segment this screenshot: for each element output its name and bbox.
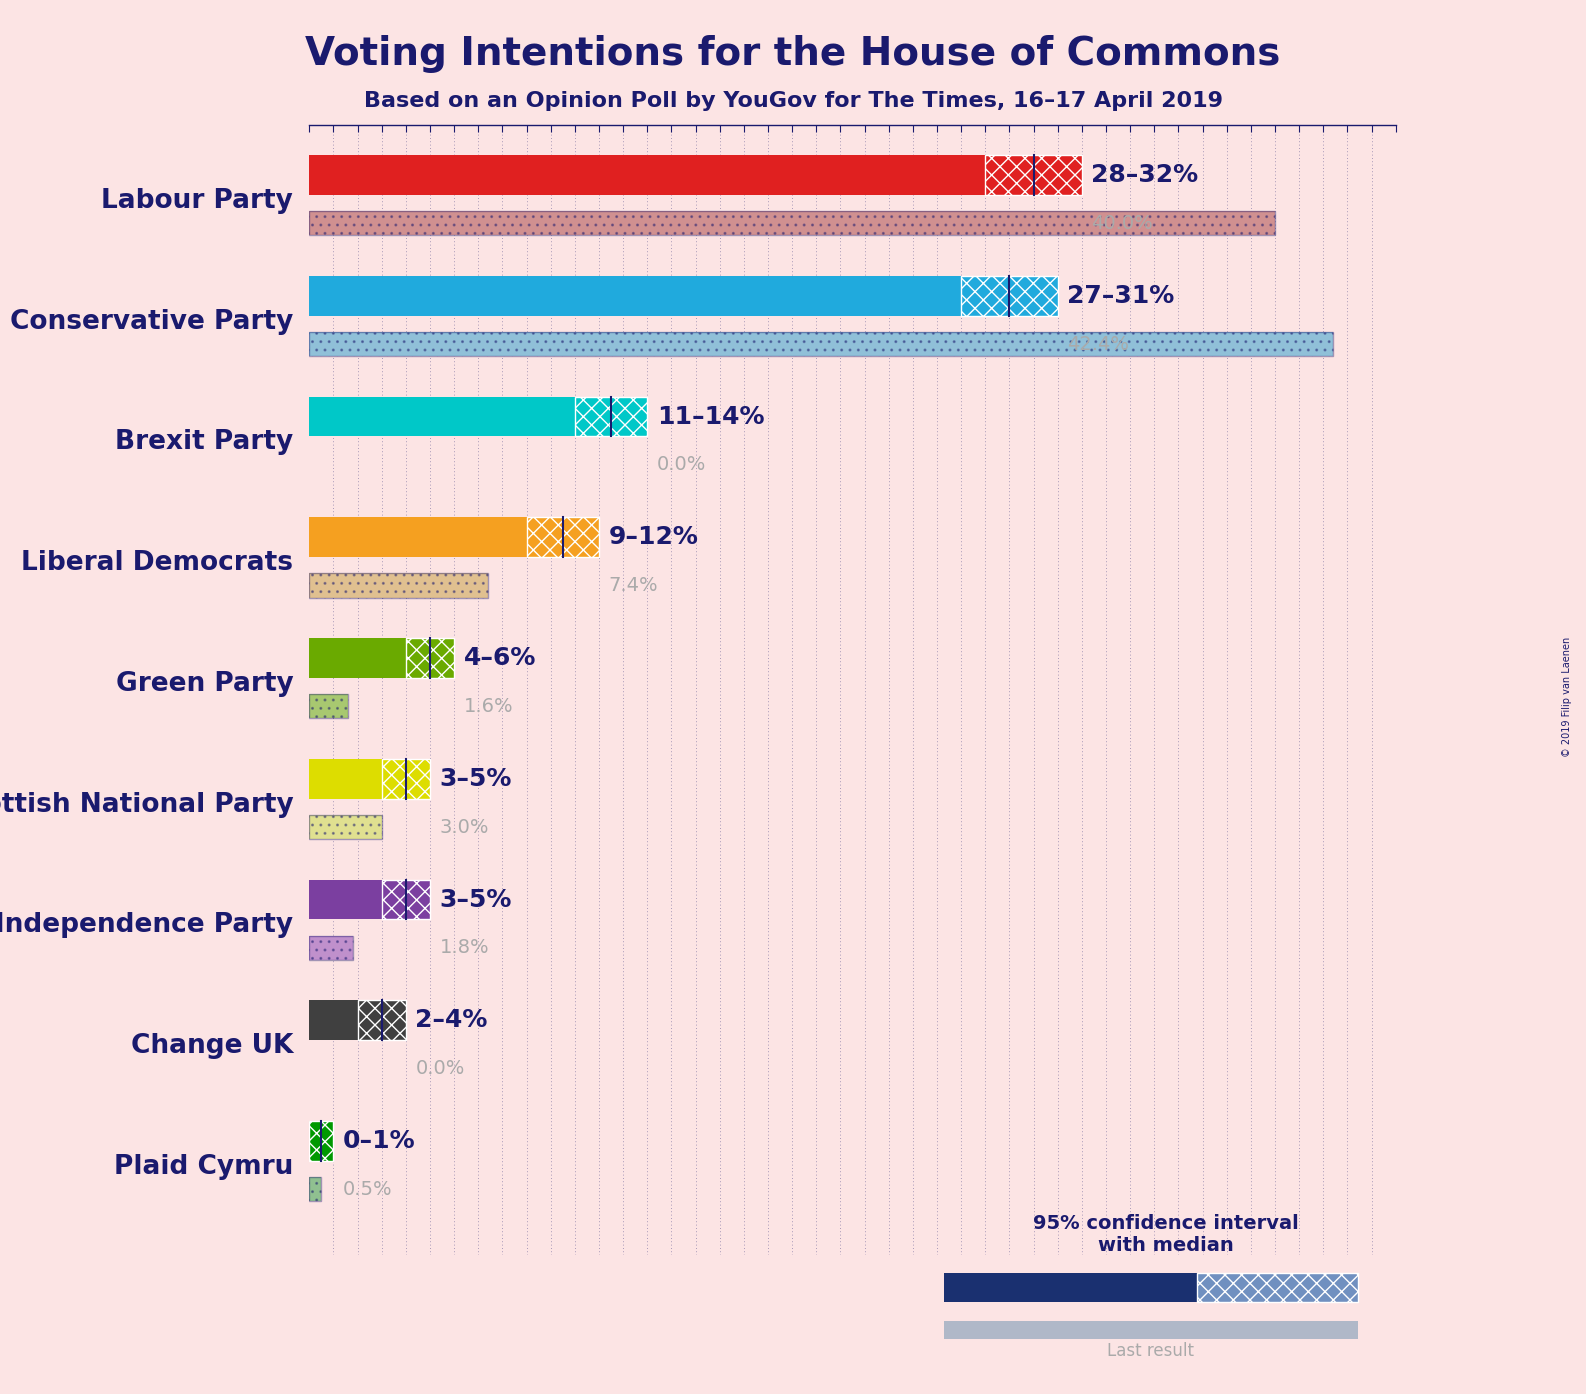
Bar [1197, 1273, 1358, 1302]
Text: 9–12%: 9–12% [609, 526, 698, 549]
Text: 4–6%: 4–6% [463, 645, 536, 671]
Bar [309, 815, 382, 839]
Bar [357, 1001, 406, 1040]
Bar [309, 935, 352, 960]
Text: © 2019 Filip van Laenen: © 2019 Filip van Laenen [1562, 637, 1572, 757]
Bar [961, 276, 1058, 315]
Bar [309, 155, 985, 195]
Text: 1.8%: 1.8% [439, 938, 488, 958]
Text: Last result: Last result [1107, 1342, 1194, 1361]
Text: 40.0%: 40.0% [1091, 213, 1153, 233]
Text: 95% confidence interval
with median: 95% confidence interval with median [1032, 1214, 1299, 1255]
Bar [382, 880, 430, 920]
Bar [309, 573, 488, 598]
Bar [309, 1178, 322, 1202]
Bar [309, 332, 1332, 355]
Bar [309, 815, 382, 839]
Bar [406, 638, 454, 677]
Bar [574, 396, 647, 436]
Text: 27–31%: 27–31% [1067, 284, 1175, 308]
Bar [406, 638, 454, 677]
Bar [309, 212, 1275, 236]
Bar [382, 880, 430, 920]
Text: 1.6%: 1.6% [463, 697, 514, 717]
Bar [309, 694, 347, 718]
Bar [527, 517, 600, 558]
Bar [527, 517, 600, 558]
Bar [309, 758, 382, 799]
Bar [382, 758, 430, 799]
Bar [309, 1121, 333, 1161]
Bar [1197, 1273, 1358, 1302]
Bar [574, 396, 647, 436]
Bar [985, 155, 1082, 195]
Bar [309, 276, 961, 315]
Bar [961, 276, 1058, 315]
Bar [309, 573, 488, 598]
Bar [309, 880, 382, 920]
Bar [309, 396, 574, 436]
Text: Voting Intentions for the House of Commons: Voting Intentions for the House of Commo… [306, 35, 1280, 72]
Bar [309, 638, 406, 677]
Text: 3–5%: 3–5% [439, 767, 512, 790]
Text: 42.4%: 42.4% [1067, 335, 1129, 354]
Text: 0.0%: 0.0% [416, 1059, 465, 1078]
Bar [382, 758, 430, 799]
Bar [944, 1273, 1197, 1302]
Bar [309, 694, 347, 718]
Bar [357, 1001, 406, 1040]
Bar [985, 155, 1082, 195]
Bar [944, 1322, 1358, 1338]
Bar [309, 1178, 322, 1202]
Text: 0.5%: 0.5% [343, 1179, 393, 1199]
Text: 3.0%: 3.0% [439, 818, 488, 836]
Bar [309, 332, 1332, 355]
Text: 0.0%: 0.0% [657, 456, 706, 474]
Text: 3–5%: 3–5% [439, 888, 512, 912]
Text: 2–4%: 2–4% [416, 1008, 488, 1033]
Bar [309, 212, 1275, 236]
Bar [309, 1121, 333, 1161]
Text: 11–14%: 11–14% [657, 404, 764, 428]
Text: 0–1%: 0–1% [343, 1129, 416, 1153]
Text: 28–32%: 28–32% [1091, 163, 1199, 187]
Text: 7.4%: 7.4% [609, 576, 658, 595]
Bar [309, 935, 352, 960]
Bar [309, 1001, 357, 1040]
Text: Based on an Opinion Poll by YouGov for The Times, 16–17 April 2019: Based on an Opinion Poll by YouGov for T… [363, 91, 1223, 110]
Bar [309, 517, 527, 558]
